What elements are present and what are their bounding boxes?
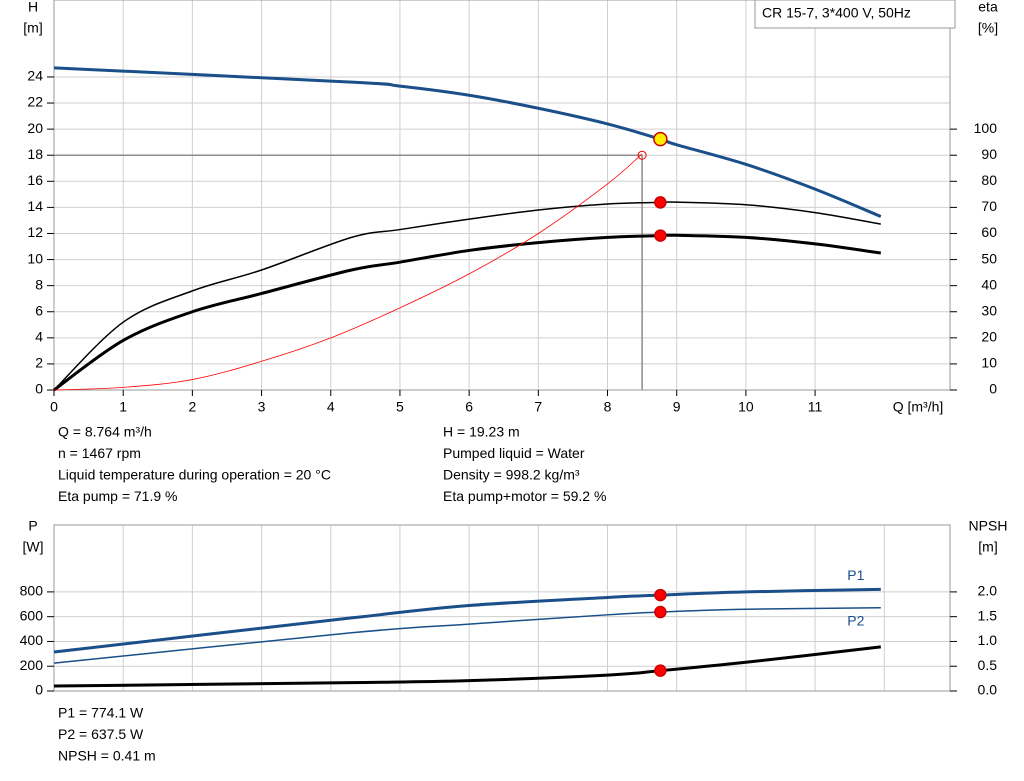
y2-tick-label: 0	[989, 381, 997, 397]
readout-line: Eta pump = 71.9 %	[58, 488, 177, 504]
series-line	[53, 66, 882, 218]
y-tick-label: 6	[35, 302, 43, 318]
operating-point	[653, 131, 668, 147]
series-line	[53, 607, 881, 664]
readout-line: n = 1467 rpm	[58, 445, 141, 461]
y-tick-label: 200	[20, 657, 44, 673]
y-tick-label: 4	[35, 329, 43, 345]
x-tick-label: 0	[50, 399, 58, 415]
series-line	[53, 233, 882, 392]
readout-line: NPSH = 0.41 m	[58, 748, 156, 764]
x-tick-label: 7	[534, 399, 542, 415]
x-tick-label: 4	[327, 399, 335, 415]
y2-tick-label: 60	[981, 224, 997, 240]
plot-frame	[53, 524, 951, 692]
y2-tick-label: 40	[981, 276, 997, 292]
x-tick-label: 6	[465, 399, 473, 415]
y-tick-label: 14	[27, 198, 43, 214]
y-tick-label: 800	[20, 583, 44, 599]
y-tick-label: 0	[35, 381, 43, 397]
readout-line: Pumped liquid = Water	[443, 445, 585, 461]
y-tick-label: 18	[27, 146, 43, 162]
y-tick-label: 400	[20, 632, 44, 648]
series-line	[53, 201, 881, 391]
y-axis-label: P	[28, 518, 37, 534]
series-line	[53, 153, 643, 391]
y2-tick-label: 80	[981, 172, 997, 188]
y2-axis-label: [m]	[978, 539, 997, 555]
y-tick-label: 2	[35, 355, 43, 371]
x-tick-label: 8	[604, 399, 612, 415]
y-tick-label: 20	[27, 120, 43, 136]
y2-tick-label: 50	[981, 250, 997, 266]
x-tick-label: 9	[673, 399, 681, 415]
y-tick-label: 0	[35, 682, 43, 698]
readout-line: P2 = 637.5 W	[58, 726, 144, 742]
y-tick-label: 600	[20, 607, 44, 623]
readout-line: Density = 998.2 kg/m³	[443, 467, 580, 483]
y2-tick-label: 1.0	[978, 632, 998, 648]
operating-point	[654, 664, 667, 677]
series-line	[53, 587, 881, 654]
y2-tick-label: 90	[981, 146, 997, 162]
y-tick-label: 12	[27, 224, 43, 240]
series-line	[53, 645, 881, 688]
y2-tick-label: 100	[974, 120, 998, 136]
x-tick-label: 3	[258, 399, 266, 415]
x-tick-label: 10	[738, 399, 754, 415]
y-tick-label: 24	[27, 68, 43, 84]
readout-line: P1 = 774.1 W	[58, 705, 144, 721]
y2-tick-label: 10	[981, 355, 997, 371]
operating-point	[654, 229, 667, 242]
operating-point	[654, 605, 667, 619]
operating-point	[654, 196, 667, 209]
series-label: P1	[847, 567, 864, 583]
y2-tick-label: 2.0	[978, 583, 998, 599]
y-axis-label: [W]	[23, 539, 44, 555]
y2-tick-label: 30	[981, 302, 997, 318]
y2-tick-label: 1.5	[978, 607, 998, 623]
readout-line: Liquid temperature during operation = 20…	[58, 467, 331, 483]
readout-line: H = 19.23 m	[443, 424, 520, 440]
readout-line: Q = 8.764 m³/h	[58, 424, 152, 440]
y-tick-label: 16	[27, 172, 43, 188]
plot-frame	[53, 0, 951, 391]
y2-tick-label: 70	[981, 198, 997, 214]
y-tick-label: 22	[27, 94, 43, 110]
x-tick-label: 11	[808, 399, 823, 415]
reference-point	[637, 150, 647, 160]
y-axis-label: [m]	[23, 20, 42, 36]
y-tick-label: 10	[27, 250, 43, 266]
y-tick-label: 8	[35, 276, 43, 292]
x-tick-label: 1	[119, 399, 127, 415]
y2-axis-label: NPSH	[969, 518, 1008, 534]
y2-axis-label: [%]	[978, 20, 998, 36]
chart-title: CR 15-7, 3*400 V, 50Hz	[762, 5, 911, 21]
y2-axis-label: eta	[978, 0, 998, 15]
x-axis-label: Q [m³/h]	[893, 399, 944, 415]
y2-tick-label: 0.0	[978, 682, 998, 698]
y2-tick-label: 20	[981, 329, 997, 345]
operating-point	[654, 588, 667, 602]
x-tick-label: 2	[188, 399, 196, 415]
title-box	[754, 0, 956, 29]
series-label: P2	[847, 612, 864, 628]
y2-tick-label: 0.5	[978, 657, 998, 673]
readout-line: Eta pump+motor = 59.2 %	[443, 488, 606, 504]
x-tick-label: 5	[396, 399, 404, 415]
y-axis-label: H	[28, 0, 38, 15]
